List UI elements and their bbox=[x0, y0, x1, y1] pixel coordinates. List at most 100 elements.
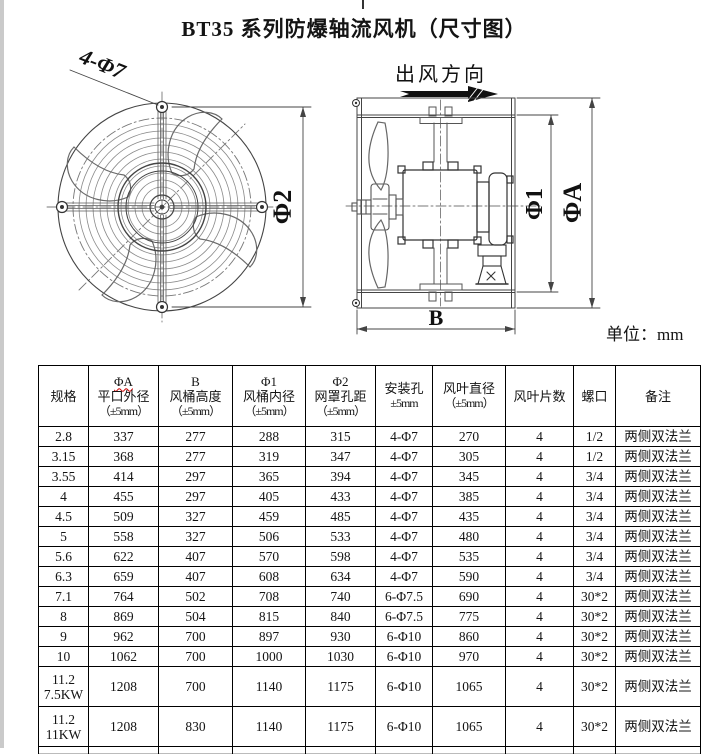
table-row: 3.15 368 277 319 347 4-Φ7 305 4 1/2 两侧双法兰 bbox=[38, 446, 701, 467]
table-row: 4.5 509 327 459 485 4-Φ7 435 4 3/4 两侧双法兰 bbox=[38, 506, 701, 527]
value-cell: 740 bbox=[305, 586, 376, 607]
value-cell: 4 bbox=[505, 466, 574, 487]
value-cell: 502 bbox=[158, 586, 233, 607]
airflow-arrow bbox=[400, 85, 498, 102]
column-header: 备注 bbox=[615, 365, 701, 427]
value-cell: 两侧双法兰 bbox=[615, 706, 701, 747]
b-dimension bbox=[356, 309, 516, 335]
value-cell: 30*2 bbox=[573, 646, 616, 667]
value-cell: 1140 bbox=[232, 706, 306, 747]
value-cell: 288 bbox=[232, 426, 306, 447]
value-cell: 6-Φ10 bbox=[375, 706, 433, 747]
value-cell: 659 bbox=[88, 566, 159, 587]
value-cell: 4-Φ7 bbox=[375, 426, 433, 447]
spec-cell: 10 bbox=[38, 646, 89, 667]
mounting-holes bbox=[55, 100, 269, 314]
value-cell: 4 bbox=[505, 706, 574, 747]
table-row: 2.8 337 277 288 315 4-Φ7 270 4 1/2 两侧双法兰 bbox=[38, 426, 701, 447]
value-cell: 690 bbox=[432, 586, 506, 607]
value-cell: 270 bbox=[432, 426, 506, 447]
value-cell: 两侧双法兰 bbox=[615, 466, 701, 487]
value-cell: 327 bbox=[158, 506, 233, 527]
value-cell: 两侧双法兰 bbox=[615, 646, 701, 667]
value-cell: 897 bbox=[232, 626, 306, 647]
phiA-dimension bbox=[516, 97, 601, 309]
value-cell: 407 bbox=[158, 546, 233, 567]
table-row: 5 558 327 506 533 4-Φ7 480 4 3/4 两侧双法兰 bbox=[38, 526, 701, 547]
value-cell: 3/4 bbox=[573, 466, 616, 487]
value-cell: 两侧双法兰 bbox=[615, 606, 701, 627]
spec-cell: 4 bbox=[38, 486, 89, 507]
value-cell: 347 bbox=[305, 446, 376, 467]
value-cell: 3/4 bbox=[573, 526, 616, 547]
value-cell: 840 bbox=[305, 606, 376, 627]
value-cell: 两侧双法兰 bbox=[615, 666, 701, 707]
spec-cell: 4.5 bbox=[38, 506, 89, 527]
value-cell: 277 bbox=[158, 446, 233, 467]
spec-cell: 2.8 bbox=[38, 426, 89, 447]
value-cell: 30*2 bbox=[573, 586, 616, 607]
value-cell: 两侧双法兰 bbox=[615, 546, 701, 567]
value-cell: 3/4 bbox=[573, 506, 616, 527]
value-cell: 277 bbox=[158, 426, 233, 447]
value-cell: 608 bbox=[232, 566, 306, 587]
value-cell: 480 bbox=[432, 526, 506, 547]
phi2-dimension bbox=[171, 106, 312, 308]
value-cell: 4-Φ7 bbox=[375, 526, 433, 547]
value-cell: 485 bbox=[305, 506, 376, 527]
value-cell: 433 bbox=[305, 486, 376, 507]
value-cell: 869 bbox=[88, 606, 159, 627]
column-header: ΦA 平口外径 （±5mm） bbox=[88, 365, 159, 427]
value-cell: 4-Φ7 bbox=[375, 466, 433, 487]
dim-label-phi1: Φ1 bbox=[522, 188, 548, 220]
value-cell: 775 bbox=[432, 606, 506, 627]
dim-label-b: B bbox=[429, 305, 444, 330]
value-cell: 622 bbox=[88, 546, 159, 567]
column-header: B 风桶高度 （±5mm） bbox=[158, 365, 233, 427]
page-title: BT35 系列防爆轴流风机（尺寸图） bbox=[181, 17, 527, 41]
motor-body bbox=[397, 161, 514, 249]
table-body: 2.8 337 277 288 315 4-Φ7 270 4 1/2 两侧双法兰 3.15 368 27… bbox=[38, 426, 701, 747]
value-cell: 590 bbox=[432, 566, 506, 587]
value-cell: 4-Φ7 bbox=[375, 546, 433, 567]
value-cell: 506 bbox=[232, 526, 306, 547]
value-cell: 368 bbox=[88, 446, 159, 467]
dim-label-phi2: Φ2 bbox=[268, 190, 297, 225]
value-cell: 708 bbox=[232, 586, 306, 607]
value-cell: 1208 bbox=[88, 706, 159, 747]
value-cell: 407 bbox=[158, 566, 233, 587]
value-cell: 1030 bbox=[305, 646, 376, 667]
value-cell: 455 bbox=[88, 486, 159, 507]
cutoff-row bbox=[38, 747, 701, 754]
spec-cell: 5.6 bbox=[38, 546, 89, 567]
value-cell: 533 bbox=[305, 526, 376, 547]
value-cell: 930 bbox=[305, 626, 376, 647]
value-cell: 1062 bbox=[88, 646, 159, 667]
value-cell: 860 bbox=[432, 626, 506, 647]
header-row: 规格 ΦA 平口外径 （±5mm） B 风桶高度 （±5mm） Φ1 风桶内径 （±5mm） Φ2 网… bbox=[38, 365, 701, 427]
value-cell: 1175 bbox=[305, 666, 376, 707]
value-cell: 1140 bbox=[232, 666, 306, 707]
value-cell: 4 bbox=[505, 566, 574, 587]
junction-box bbox=[475, 244, 509, 285]
value-cell: 700 bbox=[158, 626, 233, 647]
table-row: 5.6 622 407 570 598 4-Φ7 535 4 3/4 两侧双法兰 bbox=[38, 546, 701, 567]
value-cell: 345 bbox=[432, 466, 506, 487]
value-cell: 3/4 bbox=[573, 546, 616, 567]
value-cell: 3/4 bbox=[573, 566, 616, 587]
value-cell: 30*2 bbox=[573, 706, 616, 747]
value-cell: 459 bbox=[232, 506, 306, 527]
value-cell: 405 bbox=[232, 486, 306, 507]
value-cell: 4-Φ7 bbox=[375, 506, 433, 527]
value-cell: 1/2 bbox=[573, 446, 616, 467]
value-cell: 315 bbox=[305, 426, 376, 447]
table-row: 6.3 659 407 608 634 4-Φ7 590 4 3/4 两侧双法兰 bbox=[38, 566, 701, 587]
grille-spokes bbox=[60, 105, 264, 309]
value-cell: 4 bbox=[505, 546, 574, 567]
value-cell: 1065 bbox=[432, 706, 506, 747]
value-cell: 365 bbox=[232, 466, 306, 487]
value-cell: 4 bbox=[505, 446, 574, 467]
hole-count-label: 4-Φ7 bbox=[75, 43, 130, 84]
value-cell: 30*2 bbox=[573, 606, 616, 627]
value-cell: 两侧双法兰 bbox=[615, 526, 701, 547]
